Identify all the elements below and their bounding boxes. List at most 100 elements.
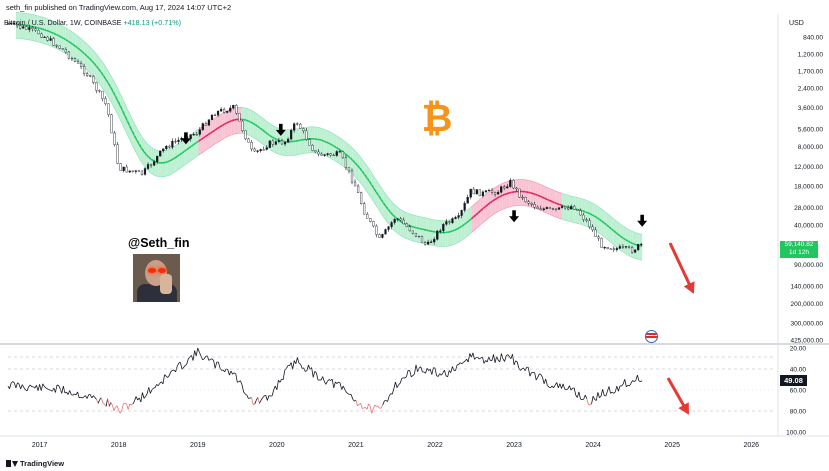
rsi-line-segment [564, 388, 567, 391]
rsi-line-segment [548, 386, 551, 389]
band-midline [119, 105, 124, 112]
band-edge [326, 156, 330, 158]
band-edge [248, 134, 251, 137]
band-edge [120, 119, 123, 126]
band-segment [243, 107, 247, 135]
rsi-line-segment [470, 352, 474, 358]
band-midline [392, 214, 397, 218]
band-segment [193, 130, 197, 159]
band-edge [167, 174, 171, 176]
band-segment [407, 212, 410, 240]
band-edge [172, 171, 175, 174]
band-midline [74, 45, 79, 49]
band-edge [456, 241, 460, 244]
rsi-line-segment [146, 387, 150, 394]
band-edge [117, 88, 121, 94]
rsi-line-segment [72, 393, 75, 396]
candle-body [493, 192, 497, 195]
rsi-line-segment [336, 381, 339, 384]
band-midline [326, 141, 330, 145]
bitcoin-logo-icon: ₿ [422, 96, 453, 140]
band-edge [41, 16, 45, 18]
band-edge [110, 101, 114, 106]
band-edge [504, 207, 508, 209]
band-edge [578, 223, 581, 225]
band-segment [556, 191, 560, 219]
rsi-line-segment [561, 383, 564, 389]
candle-body [22, 26, 25, 29]
last-price-value: 59,140.82 [784, 241, 814, 248]
flag-icon[interactable] [645, 330, 658, 343]
candle-body [460, 210, 463, 216]
rsi-line-segment [230, 370, 233, 375]
band-edge [271, 150, 275, 153]
candle-body [223, 109, 226, 113]
candle-body [612, 248, 615, 251]
rsi-line-segment [629, 382, 632, 387]
band-edge [409, 213, 413, 215]
band-edge [193, 156, 197, 159]
band-midline [231, 119, 235, 122]
band-edge [473, 202, 477, 206]
rsi-line-segment [210, 358, 213, 360]
candle-body [40, 33, 43, 38]
band-segment [179, 141, 182, 169]
band-edge [148, 170, 152, 174]
candle-body [28, 27, 31, 30]
band-edge [56, 22, 59, 24]
candle-body [262, 149, 265, 151]
band-edge [530, 206, 534, 208]
band-midline [55, 33, 59, 37]
band-midline [133, 135, 138, 141]
band-midline [542, 196, 546, 200]
band-edge [70, 30, 74, 33]
band-midline [610, 228, 615, 232]
band-segment [639, 233, 643, 261]
rsi-line-segment [91, 395, 94, 399]
band-segment [457, 215, 460, 244]
band-segment [165, 149, 168, 177]
band-edge [499, 209, 503, 211]
rsi-line-segment [227, 369, 230, 376]
band-midline [169, 158, 173, 162]
candle-body [609, 248, 612, 250]
band-edge [587, 200, 591, 203]
candle-body [107, 103, 110, 115]
rsi-line-segment [529, 372, 532, 377]
tradingview-logo[interactable]: TradingView [6, 459, 64, 468]
rsi-line-segment [630, 380, 634, 384]
candle-body [548, 207, 551, 209]
band-edge [155, 175, 159, 177]
candle-body [466, 197, 469, 204]
band-segment [452, 218, 455, 246]
band-segment [314, 126, 318, 154]
band-midline [37, 26, 40, 30]
rsi-line-segment [184, 363, 187, 366]
band-midline [613, 230, 617, 234]
band-midline [224, 122, 228, 125]
band-midline [487, 201, 491, 206]
time-tick-label: 2026 [743, 442, 759, 449]
band-edge [566, 220, 569, 222]
candle-body [469, 188, 472, 198]
rsi-line-segment [53, 387, 56, 393]
band-edge [58, 49, 62, 52]
band-segment [167, 148, 171, 176]
rsi-line-segment [298, 362, 301, 365]
candle-body [527, 201, 530, 204]
rsi-line-segment [542, 377, 545, 384]
band-edge [485, 192, 489, 195]
band-edge [127, 134, 131, 141]
candle-body [454, 217, 457, 219]
arrow-head [275, 129, 286, 136]
candle-body [603, 247, 606, 249]
band-midline [416, 227, 420, 230]
rsi-line-segment [311, 367, 314, 378]
band-edge [504, 181, 508, 183]
band-midline [371, 184, 375, 190]
band-edge [150, 173, 154, 176]
symbol-legend[interactable]: Bitcoin / U.S. Dollar, 1W, COINBASE +418… [4, 18, 181, 27]
band-midline [558, 203, 562, 206]
band-edge [115, 110, 119, 116]
